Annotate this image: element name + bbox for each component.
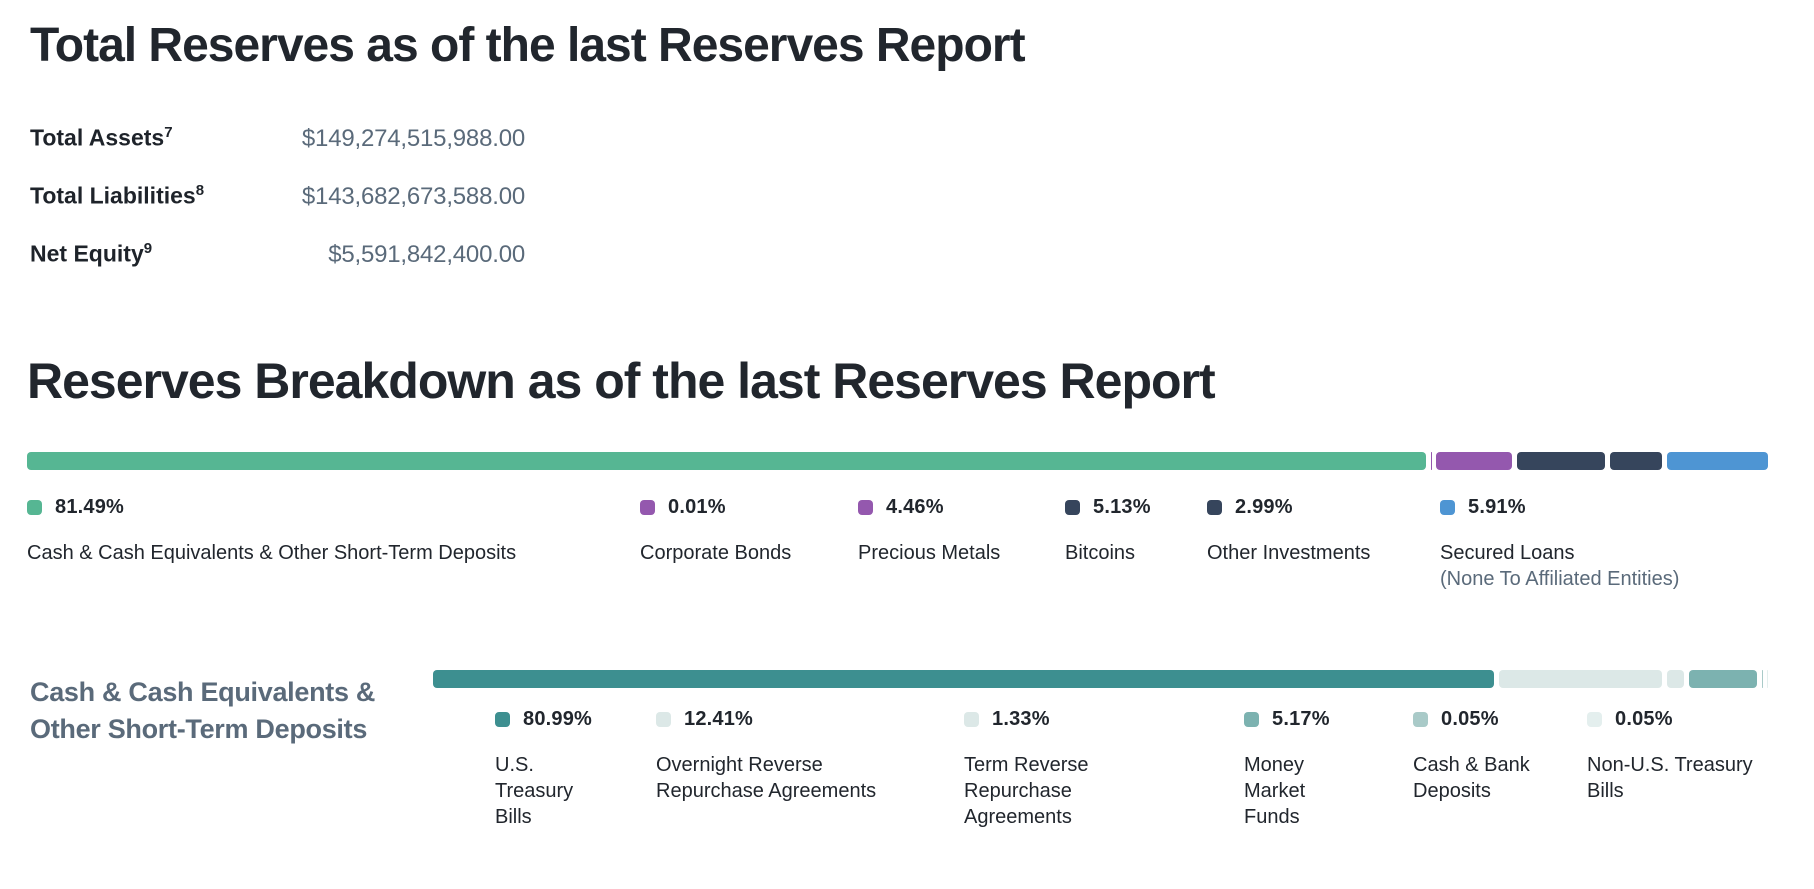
us-treasury-bills-swatch-icon: [495, 712, 510, 727]
net-equity-label: Net Equity9: [30, 240, 153, 267]
legend-item-us-treasury-bills: 80.99% U.S. Treasury Bills: [495, 708, 610, 830]
bar-segment-money-market-funds[interactable]: [1688, 670, 1757, 688]
bar-segment-overnight-reverse-repurchase-agreements[interactable]: [1498, 670, 1662, 688]
other-investments-percent: 2.99%: [1235, 496, 1293, 518]
bitcoins-swatch-icon: [1065, 500, 1080, 515]
bar-segment-other-investments[interactable]: [1610, 452, 1662, 470]
overnight-reverse-repo-swatch-icon: [656, 712, 671, 727]
bar-segment-non-u-s-treasury-bills[interactable]: [1767, 670, 1769, 688]
bar-segment-u-s-treasury-bills[interactable]: [433, 670, 1494, 688]
other-investments-swatch-icon: [1207, 500, 1222, 515]
cash-equivalents-section-title-line2: Other Short-Term Deposits: [30, 714, 368, 744]
secured-loans-swatch-icon: [1440, 500, 1455, 515]
legend-item-secured-loans: 5.91% Secured Loans (None To Affiliated …: [1440, 496, 1679, 593]
secured-loans-sublabel: (None To Affiliated Entities): [1440, 568, 1680, 590]
total-liabilities-row: Total Liabilities8 $143,682,673,588.00: [30, 182, 530, 240]
corporate-bonds-percent: 0.01%: [668, 496, 726, 518]
bar-segment-cash-bank-deposits[interactable]: [1761, 670, 1763, 688]
legend-item-money-market-funds: 5.17% Money Market Funds: [1244, 708, 1344, 830]
other-investments-label: Other Investments: [1207, 542, 1371, 564]
secured-loans-label: Secured Loans: [1440, 542, 1575, 564]
term-reverse-repo-label: Term Reverse Repurchase Agreements: [964, 754, 1089, 828]
cash-bank-deposits-percent: 0.05%: [1441, 708, 1499, 730]
term-reverse-repo-swatch-icon: [964, 712, 979, 727]
term-reverse-repo-percent: 1.33%: [992, 708, 1050, 730]
legend-item-other-investments: 2.99% Other Investments: [1207, 496, 1370, 566]
us-treasury-bills-label: U.S. Treasury Bills: [495, 754, 574, 828]
overnight-reverse-repo-percent: 12.41%: [684, 708, 754, 730]
secured-loans-percent: 5.91%: [1468, 496, 1526, 518]
footnote-9: 9: [143, 240, 153, 257]
total-assets-value: $149,274,515,988.00: [301, 124, 525, 152]
legend-item-bitcoins: 5.13% Bitcoins: [1065, 496, 1151, 566]
cash-bank-deposits-label: Cash & Bank Deposits: [1413, 754, 1530, 802]
reserves-breakdown-stacked-bar: [27, 452, 1769, 470]
money-market-funds-percent: 5.17%: [1272, 708, 1330, 730]
cash-equivalents-stacked-bar: [433, 670, 1769, 688]
precious-metals-swatch-icon: [858, 500, 873, 515]
money-market-funds-label: Money Market Funds: [1244, 754, 1306, 828]
precious-metals-percent: 4.46%: [886, 496, 944, 518]
total-reserves-heading: Total Reserves as of the last Reserves R…: [30, 19, 1026, 72]
legend-item-term-reverse-repo: 1.33% Term Reverse Repurchase Agreements: [964, 708, 1124, 830]
bar-segment-precious-metals[interactable]: [1435, 452, 1513, 470]
total-liabilities-label: Total Liabilities8: [30, 182, 205, 209]
cash-equivalents-section-title: Cash & Cash Equivalents & Other Short-Te…: [30, 674, 375, 748]
money-market-funds-swatch-icon: [1244, 712, 1259, 727]
footnote-7: 7: [164, 124, 173, 141]
cash-equivalents-swatch-icon: [27, 500, 42, 515]
bitcoins-label: Bitcoins: [1065, 542, 1136, 564]
non-us-treasury-bills-swatch-icon: [1587, 712, 1602, 727]
bar-segment-term-reverse-repurchase-agreements[interactable]: [1666, 670, 1684, 688]
total-assets-label: Total Assets7: [30, 124, 173, 151]
bar-segment-cash-cash-equivalents-other-short-term-deposits[interactable]: [27, 452, 1426, 470]
non-us-treasury-bills-percent: 0.05%: [1615, 708, 1673, 730]
us-treasury-bills-percent: 80.99%: [523, 708, 593, 730]
legend-item-overnight-reverse-repo: 12.41% Overnight Reverse Repurchase Agre…: [656, 708, 924, 804]
net-equity-row: Net Equity9 $5,591,842,400.00: [30, 240, 530, 298]
cash-equivalents-section-title-line1: Cash & Cash Equivalents &: [30, 677, 376, 707]
precious-metals-label: Precious Metals: [858, 542, 1001, 564]
bar-segment-bitcoins[interactable]: [1517, 452, 1606, 470]
overnight-reverse-repo-label: Overnight Reverse Repurchase Agreements: [656, 754, 877, 802]
net-equity-value: $5,591,842,400.00: [328, 240, 525, 268]
totals-table: Total Assets7 $149,274,515,988.00 Total …: [30, 124, 530, 298]
cash-bank-deposits-swatch-icon: [1413, 712, 1428, 727]
legend-item-cash-bank-deposits: 0.05% Cash & Bank Deposits: [1413, 708, 1561, 804]
non-us-treasury-bills-label: Non-U.S. Treasury Bills: [1587, 754, 1753, 802]
legend-item-precious-metals: 4.46% Precious Metals: [858, 496, 1000, 566]
corporate-bonds-swatch-icon: [640, 500, 655, 515]
legend-item-cash-and-cash-equivalents: 81.49% Cash & Cash Equivalents & Other S…: [27, 496, 516, 566]
reserves-breakdown-heading: Reserves Breakdown as of the last Reserv…: [27, 353, 1216, 409]
bar-segment-secured-loans[interactable]: [1666, 452, 1769, 470]
footnote-8: 8: [195, 182, 205, 199]
cash-equivalents-label: Cash & Cash Equivalents & Other Short-Te…: [27, 542, 517, 564]
cash-equivalents-percent: 81.49%: [55, 496, 125, 518]
corporate-bonds-label: Corporate Bonds: [640, 542, 792, 564]
bitcoins-percent: 5.13%: [1093, 496, 1151, 518]
legend-item-corporate-bonds: 0.01% Corporate Bonds: [640, 496, 791, 566]
legend-item-non-us-treasury-bills: 0.05% Non-U.S. Treasury Bills: [1587, 708, 1762, 804]
total-assets-row: Total Assets7 $149,274,515,988.00: [30, 124, 530, 182]
total-liabilities-value: $143,682,673,588.00: [301, 182, 525, 210]
